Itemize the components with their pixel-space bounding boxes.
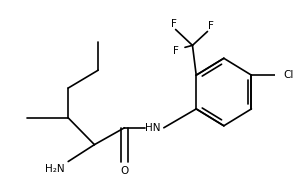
Text: H₂N: H₂N <box>45 165 64 175</box>
Text: F: F <box>171 19 177 29</box>
Text: O: O <box>120 166 129 176</box>
Text: F: F <box>208 21 214 31</box>
Text: F: F <box>173 46 178 56</box>
Text: HN: HN <box>145 123 160 133</box>
Text: Cl: Cl <box>283 70 293 80</box>
